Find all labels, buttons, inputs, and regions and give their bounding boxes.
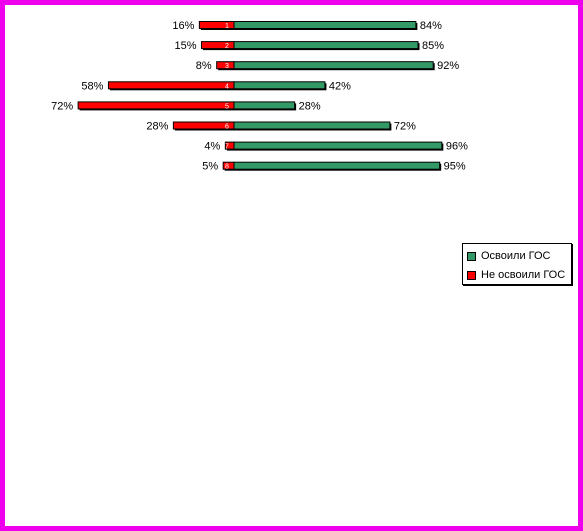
data-label-mastered: 95%: [444, 161, 466, 173]
data-label-not-mastered: 15%: [174, 40, 196, 52]
data-label-mastered: 85%: [422, 40, 444, 52]
category-label: 2: [225, 43, 229, 50]
category-label: 3: [225, 63, 229, 70]
bar-not-mastered: [107, 81, 235, 90]
legend-item-not-mastered: Не освоили ГОС: [467, 268, 565, 282]
category-label: 4: [225, 83, 229, 90]
data-label-mastered: 42%: [329, 80, 351, 92]
data-label-mastered: 28%: [299, 100, 321, 112]
bar-mastered: [233, 61, 434, 70]
legend-item-mastered: Освоили ГОС: [467, 249, 551, 263]
data-label-mastered: 72%: [394, 121, 416, 133]
data-label-not-mastered: 58%: [81, 80, 103, 92]
bar-mastered: [233, 161, 441, 170]
bar-mastered: [233, 101, 296, 110]
data-label-not-mastered: 8%: [196, 60, 212, 72]
data-label-not-mastered: 5%: [202, 161, 218, 173]
bar-not-mastered: [201, 41, 235, 50]
legend: Освоили ГОС Не освоили ГОС: [462, 243, 572, 285]
bar-mastered: [233, 81, 326, 90]
category-label: 5: [225, 103, 229, 110]
bar-mastered: [233, 21, 417, 29]
category-label: 8: [225, 164, 229, 171]
data-label-mastered: 96%: [446, 141, 468, 153]
category-label: 7: [225, 144, 229, 151]
legend-label-not-mastered: Не освоили ГОС: [481, 269, 566, 281]
bar-not-mastered: [77, 101, 235, 110]
bar-mastered: [233, 121, 391, 130]
legend-swatch-not-mastered: [467, 270, 476, 280]
data-label-not-mastered: 4%: [204, 141, 220, 153]
data-label-not-mastered: 16%: [172, 20, 194, 32]
bar-mastered: [233, 141, 443, 150]
legend-label-mastered: Освоили ГОС: [481, 250, 551, 262]
legend-swatch-mastered: [467, 251, 476, 261]
category-label: 6: [225, 124, 229, 131]
bar-mastered: [233, 41, 419, 50]
data-label-mastered: 92%: [437, 60, 459, 72]
data-label-mastered: 84%: [420, 20, 442, 32]
data-label-not-mastered: 28%: [146, 121, 168, 133]
category-label: 1: [225, 23, 229, 30]
data-label-not-mastered: 72%: [51, 100, 73, 112]
